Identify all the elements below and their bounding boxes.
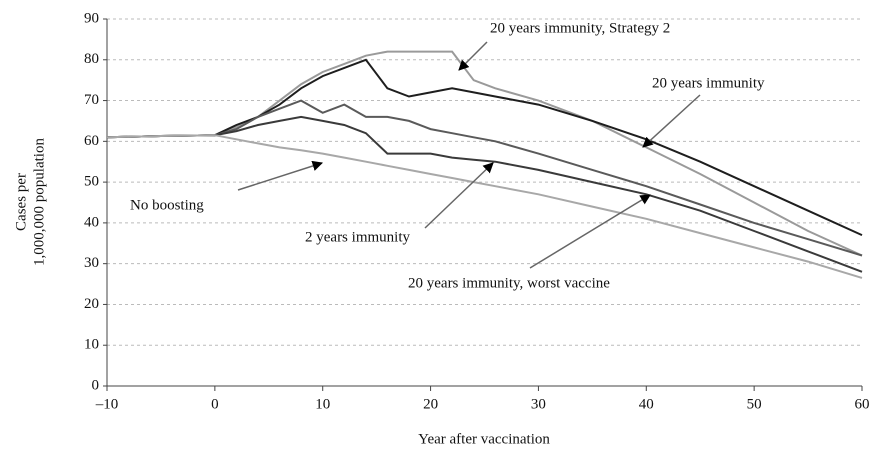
x-tick-label: 20 <box>423 396 438 412</box>
y-tick-label: 30 <box>84 255 99 271</box>
y-tick-label: 90 <box>84 10 99 26</box>
annotation-arrow <box>529 194 651 269</box>
y-tick-label: 70 <box>84 92 99 108</box>
y-axis-label: 1,000,000 population <box>31 138 47 266</box>
x-tick-label: 0 <box>211 396 219 412</box>
y-tick-label: 60 <box>84 133 99 149</box>
series-line <box>106 99 863 257</box>
annotations: 20 years immunity, Strategy 2 20 years i… <box>130 20 765 291</box>
x-tick-label: 40 <box>639 396 654 412</box>
y-tick-label: 20 <box>84 296 99 312</box>
y-tick-label: 10 <box>84 337 99 353</box>
plot-area: 0 10 20 30 40 50 60 70 80 90 –10 0 10 20 30 40 50 60 <box>84 10 870 412</box>
annotation-arrow <box>458 41 488 71</box>
y-tick-label: 80 <box>84 51 99 67</box>
x-tick-label: 10 <box>315 396 330 412</box>
annotation: 20 years immunity, Strategy 2 <box>490 20 670 36</box>
series-line <box>106 134 863 279</box>
y-tick-label: 0 <box>92 377 100 393</box>
annotation-arrow <box>642 94 701 148</box>
series-line <box>106 115 863 273</box>
y-tick-label: 40 <box>84 214 99 230</box>
y-axis-label: Cases per <box>13 173 29 231</box>
annotation: No boosting <box>130 197 204 213</box>
annotation-arrow <box>424 162 494 229</box>
series-line <box>106 58 863 237</box>
annotation-arrow <box>237 160 323 191</box>
x-tick-label: 60 <box>855 396 870 412</box>
x-tick-label: 30 <box>531 396 546 412</box>
x-tick-label: 50 <box>747 396 762 412</box>
y-tick-label: 50 <box>84 174 99 190</box>
annotation: 2 years immunity <box>305 229 410 245</box>
x-tick-label: –10 <box>95 396 119 412</box>
annotation: 20 years immunity <box>652 75 765 91</box>
annotation: 20 years immunity, worst vaccine <box>408 275 610 291</box>
x-axis-label: Year after vaccination <box>418 431 550 447</box>
